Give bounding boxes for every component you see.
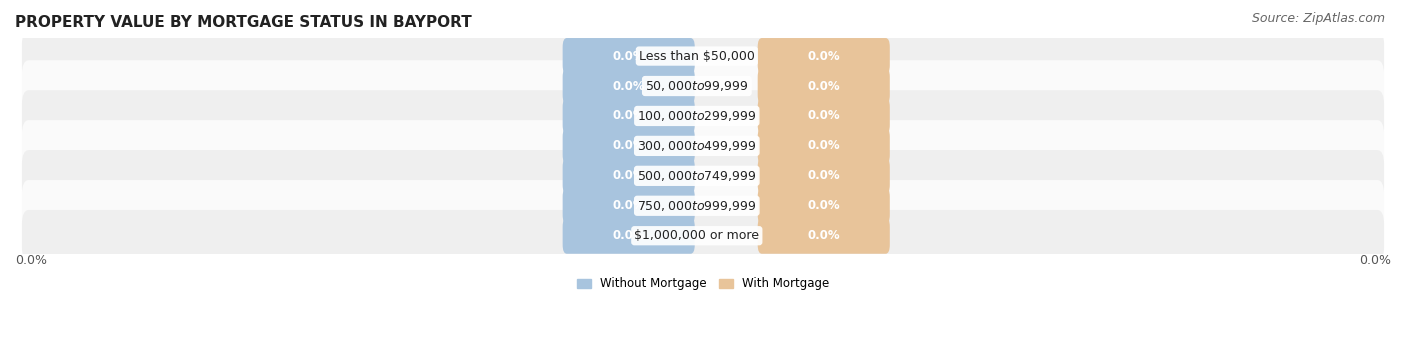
FancyBboxPatch shape xyxy=(22,210,1384,262)
Text: 0.0%: 0.0% xyxy=(1360,254,1391,267)
Text: 0.0%: 0.0% xyxy=(613,199,645,212)
Text: $50,000 to $99,999: $50,000 to $99,999 xyxy=(645,79,748,93)
FancyBboxPatch shape xyxy=(562,218,695,254)
Text: $750,000 to $999,999: $750,000 to $999,999 xyxy=(637,199,756,213)
Text: 0.0%: 0.0% xyxy=(613,229,645,242)
Text: 0.0%: 0.0% xyxy=(807,199,839,212)
Text: 0.0%: 0.0% xyxy=(613,109,645,122)
FancyBboxPatch shape xyxy=(758,158,890,194)
Text: 0.0%: 0.0% xyxy=(807,229,839,242)
Text: 0.0%: 0.0% xyxy=(807,49,839,63)
FancyBboxPatch shape xyxy=(562,158,695,194)
FancyBboxPatch shape xyxy=(758,218,890,254)
FancyBboxPatch shape xyxy=(758,68,890,104)
Text: 0.0%: 0.0% xyxy=(807,169,839,182)
FancyBboxPatch shape xyxy=(562,98,695,134)
FancyBboxPatch shape xyxy=(22,30,1384,82)
Text: 0.0%: 0.0% xyxy=(613,139,645,152)
FancyBboxPatch shape xyxy=(758,188,890,224)
FancyBboxPatch shape xyxy=(758,98,890,134)
FancyBboxPatch shape xyxy=(22,60,1384,112)
Text: 0.0%: 0.0% xyxy=(613,169,645,182)
Text: PROPERTY VALUE BY MORTGAGE STATUS IN BAYPORT: PROPERTY VALUE BY MORTGAGE STATUS IN BAY… xyxy=(15,15,472,30)
Text: $300,000 to $499,999: $300,000 to $499,999 xyxy=(637,139,756,153)
Text: 0.0%: 0.0% xyxy=(15,254,46,267)
FancyBboxPatch shape xyxy=(562,68,695,104)
FancyBboxPatch shape xyxy=(22,180,1384,232)
FancyBboxPatch shape xyxy=(758,128,890,164)
FancyBboxPatch shape xyxy=(562,188,695,224)
Text: $100,000 to $299,999: $100,000 to $299,999 xyxy=(637,109,756,123)
FancyBboxPatch shape xyxy=(22,150,1384,202)
Text: $500,000 to $749,999: $500,000 to $749,999 xyxy=(637,169,756,183)
Text: 0.0%: 0.0% xyxy=(807,109,839,122)
Text: $1,000,000 or more: $1,000,000 or more xyxy=(634,229,759,242)
Text: 0.0%: 0.0% xyxy=(807,139,839,152)
FancyBboxPatch shape xyxy=(758,38,890,74)
FancyBboxPatch shape xyxy=(22,120,1384,172)
Text: Less than $50,000: Less than $50,000 xyxy=(638,49,755,63)
Text: 0.0%: 0.0% xyxy=(807,79,839,92)
Text: 0.0%: 0.0% xyxy=(613,49,645,63)
Text: Source: ZipAtlas.com: Source: ZipAtlas.com xyxy=(1251,12,1385,25)
Text: 0.0%: 0.0% xyxy=(613,79,645,92)
FancyBboxPatch shape xyxy=(562,128,695,164)
FancyBboxPatch shape xyxy=(562,38,695,74)
FancyBboxPatch shape xyxy=(22,90,1384,142)
Legend: Without Mortgage, With Mortgage: Without Mortgage, With Mortgage xyxy=(572,273,834,295)
